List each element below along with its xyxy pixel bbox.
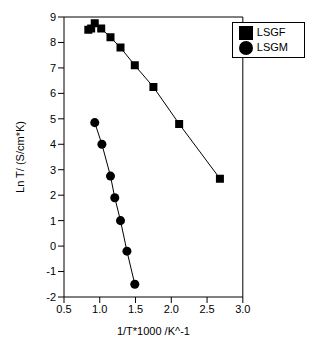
svg-text:0.5: 0.5 [56, 303, 71, 315]
svg-text:-1: -1 [46, 265, 56, 277]
svg-text:5: 5 [50, 113, 56, 125]
svg-text:1.5: 1.5 [128, 303, 143, 315]
svg-text:4: 4 [50, 138, 56, 150]
html-text:LSGM: LSGM [256, 41, 288, 54]
svg-text:3.0: 3.0 [235, 303, 250, 315]
svg-text:6: 6 [50, 87, 56, 99]
svg-text:2: 2 [50, 189, 56, 201]
svg-text:2.5: 2.5 [199, 303, 214, 315]
svg-text:-2: -2 [46, 291, 56, 303]
svg-text:1.0: 1.0 [92, 303, 107, 315]
svg-text:3: 3 [50, 164, 56, 176]
svg-text:0: 0 [50, 240, 56, 252]
svg-text:1: 1 [50, 215, 56, 227]
svg-text:9: 9 [50, 11, 56, 23]
svg-text:7: 7 [50, 62, 56, 74]
svg-text:8: 8 [50, 36, 56, 48]
html-text:LSGF: LSGF [256, 26, 286, 38]
svg-text:Ln T/ (S/cm*K): Ln T/ (S/cm*K) [14, 121, 26, 193]
svg-text:1/T*1000 /K^-1: 1/T*1000 /K^-1 [117, 325, 190, 337]
svg-text:2.0: 2.0 [164, 303, 179, 315]
